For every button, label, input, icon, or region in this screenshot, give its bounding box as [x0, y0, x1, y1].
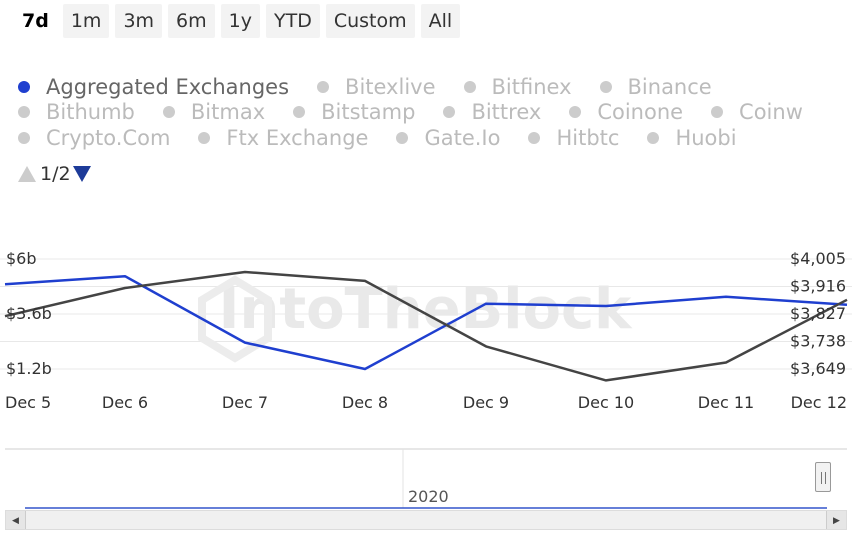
x-tick-label: Dec 9 — [463, 393, 509, 412]
navigator-scrollbar[interactable]: ◀ ▶ — [5, 510, 847, 530]
legend-item[interactable]: Crypto.Com — [18, 126, 170, 150]
legend-dot-icon — [18, 80, 30, 93]
range-button-1m[interactable]: 1m — [62, 4, 110, 38]
range-button-custom[interactable]: Custom — [325, 4, 415, 38]
legend-prev-arrow-icon[interactable] — [18, 166, 36, 182]
legend-item[interactable]: Bitmax — [162, 100, 266, 125]
left-tick-label: $3.6b — [6, 304, 52, 323]
range-button-3m[interactable]: 3m — [115, 4, 163, 38]
legend-label: Binance — [627, 74, 712, 99]
right-tick-label: $3,738 — [790, 332, 846, 351]
x-tick-label: Dec 7 — [222, 393, 268, 412]
legend-label: Bitexlive — [345, 74, 436, 99]
range-selector: 7d 1m 3m 6m 1y YTD Custom All — [14, 4, 461, 38]
watermark-logo-icon — [198, 275, 272, 363]
legend-item[interactable]: Bittrex — [443, 100, 541, 124]
legend-item[interactable]: Aggregated Exchanges — [18, 75, 289, 99]
x-axis: Dec 5 Dec 6 Dec 7 Dec 8 Dec 9 Dec 10 Dec 11 Dec… — [5, 393, 847, 412]
legend-dot-icon — [198, 131, 211, 144]
x-tick-label: Dec 5 — [5, 393, 51, 412]
range-button-7d[interactable]: 7d — [14, 4, 57, 38]
legend: Aggregated Exchanges Bitexlive Bitfinex Bin… — [18, 74, 818, 151]
legend-item[interactable]: Gate.Io — [396, 126, 500, 150]
legend-label: Hitbtc — [556, 125, 620, 150]
x-tick-label: Dec 8 — [342, 393, 388, 412]
legend-pager: 1/2 — [18, 163, 91, 185]
navigator-handle[interactable] — [815, 462, 831, 492]
legend-label: Gate.Io — [424, 125, 501, 150]
legend-dot-icon — [18, 131, 30, 144]
navigator-year-label: 2020 — [408, 487, 449, 506]
legend-item[interactable]: Huobi — [647, 125, 737, 150]
legend-label: Bittrex — [471, 100, 542, 125]
legend-dot-icon — [711, 106, 724, 119]
range-button-ytd[interactable]: YTD — [266, 4, 320, 38]
legend-dot-icon — [647, 131, 660, 144]
legend-item[interactable]: Bitstamp — [293, 100, 415, 124]
legend-dot-icon — [569, 106, 582, 119]
legend-row: Aggregated Exchanges Bitexlive Bitfinex Bin… — [18, 74, 818, 100]
scroll-right-icon[interactable]: ▶ — [826, 511, 846, 529]
x-tick-label: Dec 10 — [578, 393, 634, 412]
series-line-1 — [4, 270, 848, 382]
scroll-left-icon[interactable]: ◀ — [6, 511, 26, 529]
legend-dot-icon — [463, 80, 476, 93]
left-axis: $6b $3.6b $1.2b — [6, 249, 52, 378]
legend-item[interactable]: Bithumb — [18, 100, 135, 124]
legend-item[interactable]: Bitfinex — [463, 74, 572, 99]
legend-label: Huobi — [675, 125, 737, 150]
legend-label: Bithumb — [46, 100, 135, 125]
legend-dot-icon — [18, 106, 30, 119]
legend-dot-icon — [396, 131, 409, 144]
legend-label: Bitstamp — [321, 100, 416, 125]
right-axis: $4,005 $3,916 $3,827 $3,738 $3,649 — [790, 249, 846, 378]
right-tick-label: $3,916 — [790, 277, 846, 296]
legend-label: Coinw — [739, 100, 803, 125]
legend-label: Ftx Exchange — [226, 125, 369, 150]
chart-series — [4, 270, 848, 382]
legend-page-indicator: 1/2 — [40, 163, 71, 185]
right-tick-label: $4,005 — [790, 249, 846, 268]
legend-label: Bitmax — [190, 100, 266, 125]
x-tick-label: Dec 6 — [102, 393, 148, 412]
legend-label: Crypto.Com — [46, 125, 171, 150]
x-tick-label: Dec 12 — [791, 393, 847, 412]
range-button-6m[interactable]: 6m — [168, 4, 215, 38]
legend-label: Coinone — [597, 100, 684, 125]
legend-label: Aggregated Exchanges — [46, 74, 290, 99]
navigator-frame — [5, 448, 847, 509]
legend-row: Bithumb Bitmax Bitstamp Bittrex Coinone Coinw — [18, 100, 818, 126]
legend-next-arrow-icon[interactable] — [72, 166, 91, 182]
right-tick-label: $3,649 — [790, 359, 846, 378]
range-button-all[interactable]: All — [420, 4, 461, 38]
legend-dot-icon — [443, 106, 456, 119]
legend-dot-icon — [599, 80, 612, 93]
legend-item[interactable]: Coinone — [569, 100, 683, 124]
legend-item[interactable]: Binance — [599, 74, 712, 99]
range-button-1y[interactable]: 1y — [220, 4, 260, 38]
legend-dot-icon — [317, 80, 330, 93]
legend-row: Crypto.Com Ftx Exchange Gate.Io Hitbtc Huobi — [18, 125, 818, 151]
legend-dot-icon — [528, 131, 541, 144]
x-tick-label: Dec 11 — [698, 393, 754, 412]
legend-item[interactable]: Coinw — [711, 100, 803, 124]
left-tick-label: $6b — [6, 249, 37, 268]
left-tick-label: $1.2b — [6, 359, 52, 378]
right-tick-label: $3,827 — [790, 304, 846, 323]
legend-item[interactable]: Ftx Exchange — [198, 126, 368, 150]
legend-dot-icon — [293, 106, 306, 119]
legend-item[interactable]: Bitexlive — [317, 74, 436, 99]
legend-dot-icon — [162, 106, 175, 119]
watermark: IntoTheBlock — [219, 277, 634, 342]
series-line-0 — [4, 274, 848, 371]
legend-label: Bitfinex — [491, 74, 572, 99]
legend-item[interactable]: Hitbtc — [528, 126, 619, 150]
